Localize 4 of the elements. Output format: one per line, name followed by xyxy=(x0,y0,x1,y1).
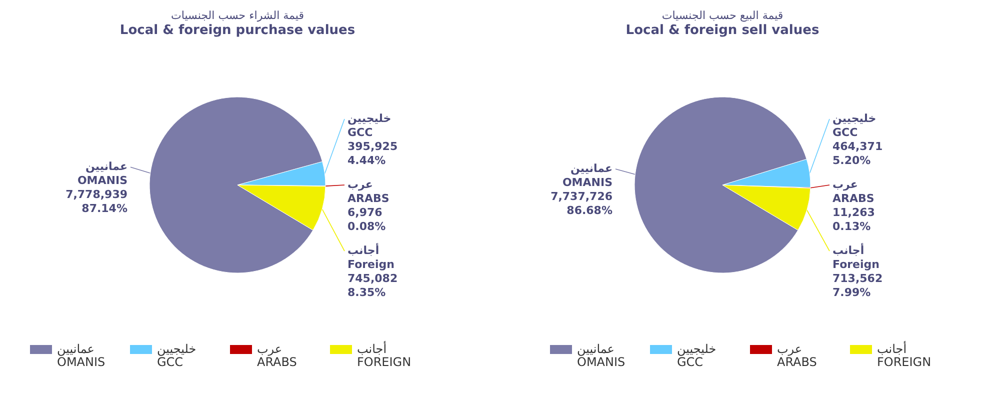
chart-title: قيمة الشراء حسب الجنسيات xyxy=(171,9,304,22)
chart-subtitle: Local & foreign purchase values xyxy=(120,23,356,38)
chart-title: قيمة البيع حسب الجنسيات xyxy=(662,9,784,22)
chart-subtitle: Local & foreign sell values xyxy=(626,23,820,38)
